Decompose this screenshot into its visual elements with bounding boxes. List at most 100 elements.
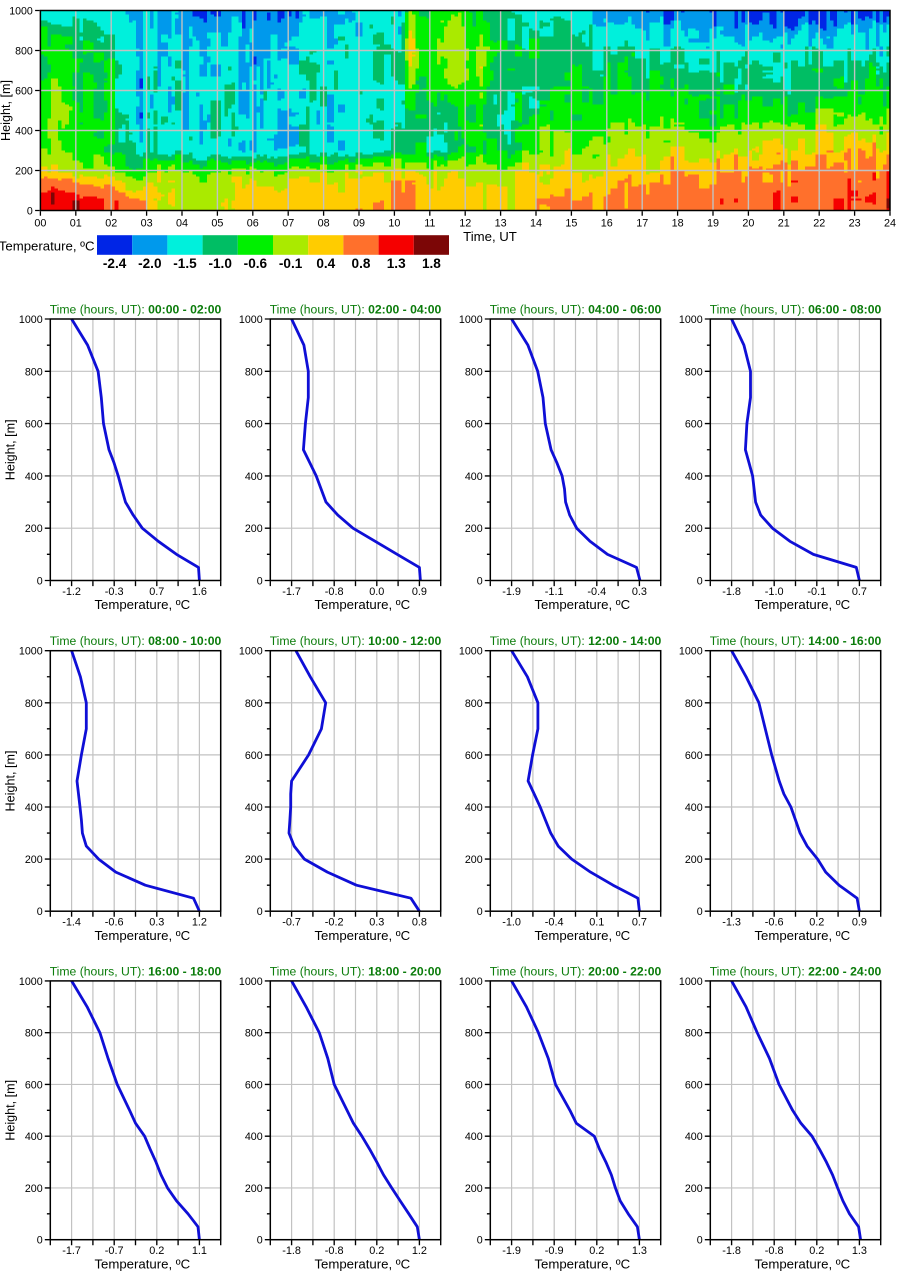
svg-text:11: 11: [424, 217, 435, 229]
svg-text:0: 0: [27, 205, 33, 217]
svg-text:0.7: 0.7: [632, 917, 647, 929]
svg-text:13: 13: [495, 217, 507, 229]
svg-text:-0.1: -0.1: [807, 586, 826, 598]
svg-text:Temperature, ºC: Temperature, ºC: [94, 597, 190, 612]
svg-text:400: 400: [25, 1131, 43, 1143]
svg-text:200: 200: [25, 523, 43, 535]
svg-text:Time, UT: Time, UT: [463, 229, 517, 244]
svg-text:0.3: 0.3: [369, 917, 384, 929]
svg-text:18: 18: [672, 217, 684, 229]
svg-text:-1.9: -1.9: [502, 586, 521, 598]
svg-text:0.3: 0.3: [149, 917, 164, 929]
svg-text:600: 600: [245, 1079, 263, 1091]
svg-text:-0.3: -0.3: [105, 586, 124, 598]
svg-text:Temperature, ºC: Temperature, ºC: [314, 597, 410, 612]
svg-text:21: 21: [778, 217, 790, 229]
svg-text:0: 0: [697, 906, 703, 918]
svg-text:0: 0: [477, 906, 483, 918]
svg-text:-1.9: -1.9: [502, 1245, 521, 1257]
svg-text:-1.2: -1.2: [62, 586, 81, 598]
svg-text:0: 0: [477, 1235, 483, 1247]
svg-text:0.9: 0.9: [412, 586, 427, 598]
svg-text:600: 600: [15, 85, 33, 97]
svg-text:Temperature, ºC: Temperature, ºC: [0, 239, 95, 254]
svg-text:0.2: 0.2: [809, 917, 824, 929]
svg-text:0: 0: [477, 576, 483, 588]
svg-text:400: 400: [685, 1131, 703, 1143]
svg-text:15: 15: [565, 217, 577, 229]
svg-text:0: 0: [697, 1235, 703, 1247]
svg-text:1000: 1000: [459, 314, 483, 326]
svg-text:1.3: 1.3: [387, 256, 406, 271]
svg-text:Temperature, ºC: Temperature, ºC: [534, 597, 630, 612]
svg-text:-0.6: -0.6: [105, 917, 124, 929]
svg-text:0.8: 0.8: [412, 917, 427, 929]
svg-text:0.7: 0.7: [852, 586, 867, 598]
svg-text:600: 600: [245, 419, 263, 431]
svg-text:0.2: 0.2: [809, 1245, 824, 1257]
svg-text:0: 0: [697, 576, 703, 588]
svg-text:Time (hours, UT): 02:00 - 04:0: Time (hours, UT): 02:00 - 04:00: [270, 303, 442, 317]
svg-text:800: 800: [685, 698, 703, 710]
svg-text:200: 200: [465, 854, 483, 866]
svg-text:1000: 1000: [239, 314, 263, 326]
svg-text:200: 200: [685, 523, 703, 535]
svg-text:00: 00: [34, 217, 46, 229]
svg-text:Height, [m]: Height, [m]: [4, 751, 18, 812]
svg-text:Time (hours, UT): 16:00 - 18:0: Time (hours, UT): 16:00 - 18:00: [50, 964, 222, 978]
svg-text:24: 24: [884, 217, 896, 229]
svg-text:400: 400: [245, 1131, 263, 1143]
svg-text:200: 200: [15, 165, 33, 177]
svg-text:800: 800: [245, 698, 263, 710]
svg-text:600: 600: [685, 419, 703, 431]
svg-text:20: 20: [742, 217, 754, 229]
svg-text:400: 400: [465, 802, 483, 814]
svg-text:600: 600: [465, 750, 483, 762]
svg-text:800: 800: [245, 366, 263, 378]
svg-text:800: 800: [685, 1028, 703, 1040]
svg-text:600: 600: [465, 1079, 483, 1091]
svg-text:Time (hours, UT): 06:00 - 08:0: Time (hours, UT): 06:00 - 08:00: [710, 303, 882, 317]
svg-text:07: 07: [282, 217, 294, 229]
svg-text:400: 400: [465, 1131, 483, 1143]
svg-text:Time (hours, UT): 22:00 - 24:0: Time (hours, UT): 22:00 - 24:00: [710, 964, 882, 978]
svg-text:05: 05: [211, 217, 223, 229]
svg-text:800: 800: [15, 45, 33, 57]
svg-text:Time (hours, UT): 04:00 - 06:0: Time (hours, UT): 04:00 - 06:00: [490, 303, 662, 317]
svg-text:600: 600: [685, 750, 703, 762]
svg-text:1.8: 1.8: [422, 256, 441, 271]
svg-text:Temperature, ºC: Temperature, ºC: [534, 1256, 630, 1271]
svg-text:Time (hours, UT): 08:00 - 10:0: Time (hours, UT): 08:00 - 10:00: [50, 634, 222, 648]
svg-text:800: 800: [25, 1028, 43, 1040]
svg-text:12: 12: [459, 217, 471, 229]
svg-text:Height, [m]: Height, [m]: [4, 419, 18, 480]
svg-text:10: 10: [388, 217, 400, 229]
svg-text:-1.8: -1.8: [722, 1245, 741, 1257]
svg-text:09: 09: [353, 217, 365, 229]
svg-text:1.6: 1.6: [192, 586, 207, 598]
svg-text:0.0: 0.0: [369, 586, 384, 598]
svg-text:600: 600: [25, 1079, 43, 1091]
svg-text:200: 200: [465, 523, 483, 535]
svg-text:1.3: 1.3: [632, 1245, 647, 1257]
svg-text:600: 600: [685, 1079, 703, 1091]
svg-text:-1.0: -1.0: [502, 917, 521, 929]
svg-text:0.1: 0.1: [589, 917, 604, 929]
svg-text:-1.3: -1.3: [722, 917, 741, 929]
svg-text:1000: 1000: [679, 976, 703, 988]
svg-text:0: 0: [257, 906, 263, 918]
svg-text:Temperature, ºC: Temperature, ºC: [754, 597, 850, 612]
svg-text:-1.7: -1.7: [62, 1245, 81, 1257]
svg-text:02: 02: [105, 217, 117, 229]
svg-text:04: 04: [176, 217, 188, 229]
svg-text:Temperature, ºC: Temperature, ºC: [534, 928, 630, 943]
svg-text:200: 200: [245, 523, 263, 535]
svg-text:1.2: 1.2: [192, 917, 207, 929]
svg-text:1.1: 1.1: [192, 1245, 207, 1257]
svg-text:08: 08: [318, 217, 330, 229]
svg-text:0: 0: [257, 576, 263, 588]
svg-text:400: 400: [685, 802, 703, 814]
svg-text:600: 600: [245, 750, 263, 762]
svg-text:-0.8: -0.8: [325, 586, 344, 598]
svg-text:-0.7: -0.7: [282, 917, 301, 929]
